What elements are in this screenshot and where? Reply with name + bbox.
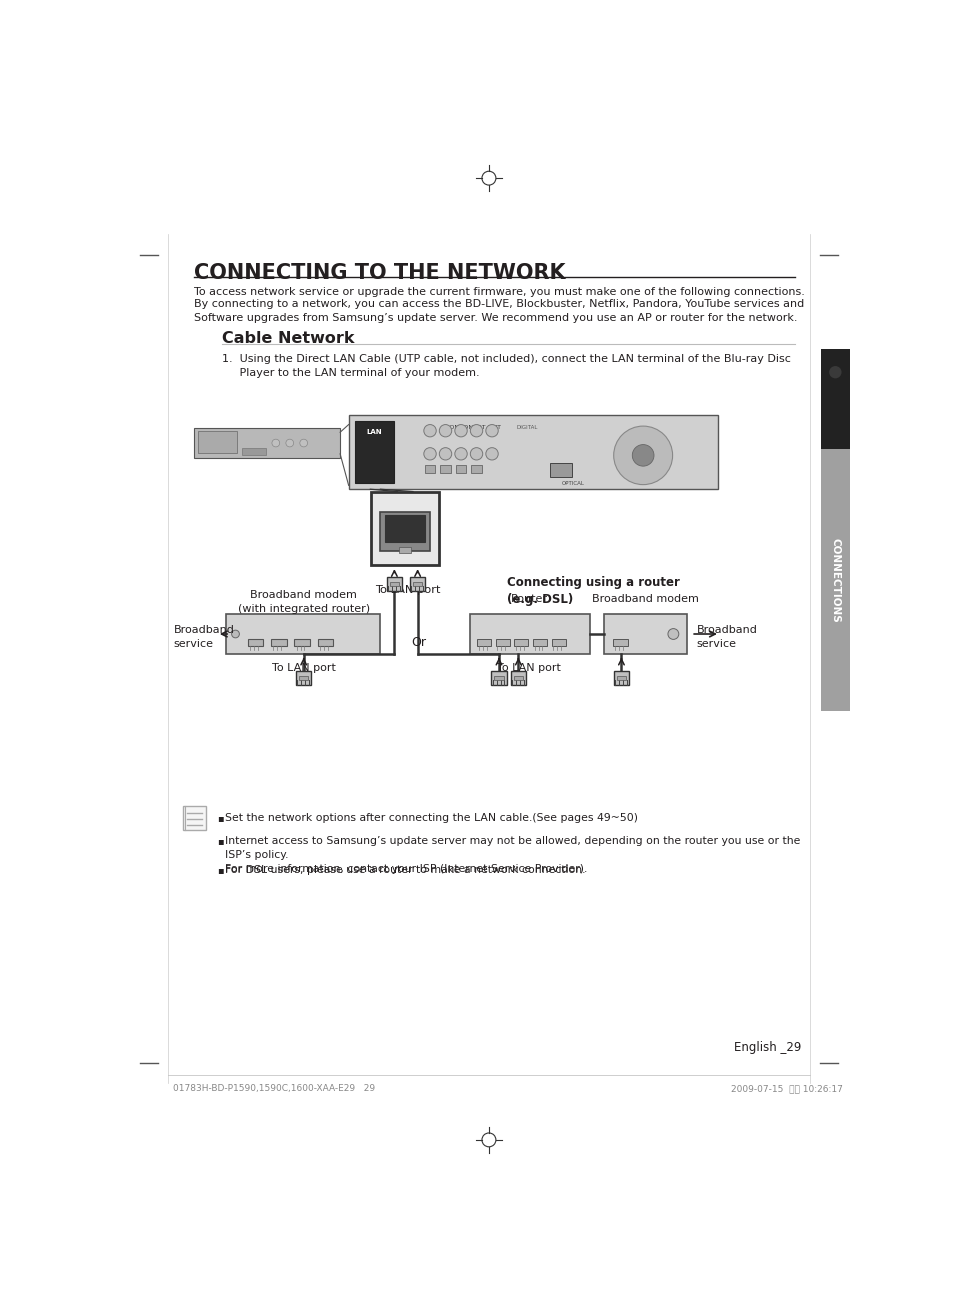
Circle shape (299, 440, 307, 446)
Text: ▪: ▪ (216, 865, 223, 874)
Circle shape (232, 630, 239, 638)
Bar (355, 422, 394, 483)
Circle shape (470, 448, 482, 459)
Bar (424, 466, 435, 474)
Bar (317, 639, 333, 646)
Bar (551, 639, 565, 646)
Text: Router: Router (510, 594, 547, 604)
Text: ▪: ▪ (216, 813, 223, 822)
Bar (380, 513, 430, 551)
Bar (820, 388, 849, 711)
Circle shape (439, 424, 452, 437)
Bar (348, 415, 717, 489)
Circle shape (485, 448, 497, 459)
Circle shape (828, 365, 841, 378)
Circle shape (286, 440, 294, 446)
Circle shape (485, 424, 497, 437)
Bar (496, 639, 509, 646)
Text: Or: Or (412, 636, 426, 649)
Bar (613, 671, 629, 685)
Bar (271, 639, 286, 646)
Text: For DSL users, please use a router to make a network connection.: For DSL users, please use a router to ma… (224, 865, 584, 874)
Bar (617, 676, 625, 680)
Bar (820, 350, 849, 449)
Text: Cable Network: Cable Network (221, 330, 354, 346)
Bar (413, 582, 422, 586)
Circle shape (423, 424, 436, 437)
Bar (491, 671, 506, 685)
Bar (385, 514, 425, 542)
Bar (510, 671, 525, 685)
Text: OPTICAL: OPTICAL (561, 480, 584, 485)
Circle shape (632, 445, 654, 466)
Bar (226, 613, 379, 654)
Bar (469, 613, 589, 654)
Bar (533, 639, 546, 646)
Bar (514, 639, 528, 646)
Bar (198, 432, 236, 453)
Bar (456, 466, 466, 474)
Text: To access network service or upgrade the current firmware, you must make one of : To access network service or upgrade the… (193, 287, 803, 298)
Text: To LAN port: To LAN port (375, 585, 440, 595)
Bar (603, 613, 686, 654)
Text: Connecting using a router
(e.g. DSL): Connecting using a router (e.g. DSL) (506, 577, 679, 607)
Circle shape (455, 424, 467, 437)
Circle shape (272, 440, 279, 446)
Bar (439, 466, 451, 474)
Bar (390, 582, 398, 586)
Circle shape (455, 448, 467, 459)
Bar (410, 577, 425, 591)
Bar (298, 676, 308, 680)
Text: 1.  Using the Direct LAN Cable (UTP cable, not included), connect the LAN termin: 1. Using the Direct LAN Cable (UTP cable… (221, 354, 790, 377)
Text: DIGITAL: DIGITAL (516, 424, 537, 429)
Text: 2009-07-15  오전 10:26:17: 2009-07-15 오전 10:26:17 (731, 1084, 842, 1094)
Text: CONNECTIONS: CONNECTIONS (829, 538, 840, 622)
Text: Set the network options after connecting the LAN cable.(See pages 49~50): Set the network options after connecting… (224, 813, 637, 822)
Text: LAN: LAN (366, 429, 381, 435)
Bar (513, 676, 522, 680)
Bar (295, 671, 311, 685)
Text: English _29: English _29 (733, 1040, 801, 1053)
Text: COMPONENT OUT: COMPONENT OUT (444, 424, 500, 429)
Bar (294, 639, 310, 646)
Bar (371, 492, 439, 565)
Text: ▪: ▪ (216, 835, 223, 846)
Text: To LAN port: To LAN port (272, 663, 335, 673)
Circle shape (470, 424, 482, 437)
Bar (471, 466, 481, 474)
Circle shape (439, 448, 452, 459)
Text: By connecting to a network, you can access the BD-LIVE, Blockbuster, Netflix, Pa: By connecting to a network, you can acce… (193, 299, 803, 324)
Text: Broadband modem
(with integrated router): Broadband modem (with integrated router) (237, 590, 370, 615)
Bar (194, 428, 340, 458)
Circle shape (667, 629, 679, 639)
Bar (476, 639, 491, 646)
Bar (612, 639, 628, 646)
Bar (494, 676, 503, 680)
Text: 01783H-BD-P1590,1590C,1600-XAA-E29   29: 01783H-BD-P1590,1590C,1600-XAA-E29 29 (173, 1084, 375, 1094)
Text: Broadband modem: Broadband modem (592, 594, 699, 604)
Text: Internet access to Samsung’s update server may not be allowed, depending on the : Internet access to Samsung’s update serv… (224, 835, 800, 874)
Text: To LAN port: To LAN port (497, 663, 560, 673)
Circle shape (613, 427, 672, 484)
Circle shape (423, 448, 436, 459)
Bar (248, 639, 263, 646)
Bar (242, 448, 266, 455)
Bar (386, 577, 402, 591)
Bar (550, 463, 571, 476)
Bar (398, 547, 411, 553)
Text: CONNECTING TO THE NETWORK: CONNECTING TO THE NETWORK (193, 262, 565, 283)
Text: Broadband
service: Broadband service (173, 625, 234, 649)
Bar (183, 806, 206, 830)
Text: Broadband
service: Broadband service (696, 625, 757, 649)
